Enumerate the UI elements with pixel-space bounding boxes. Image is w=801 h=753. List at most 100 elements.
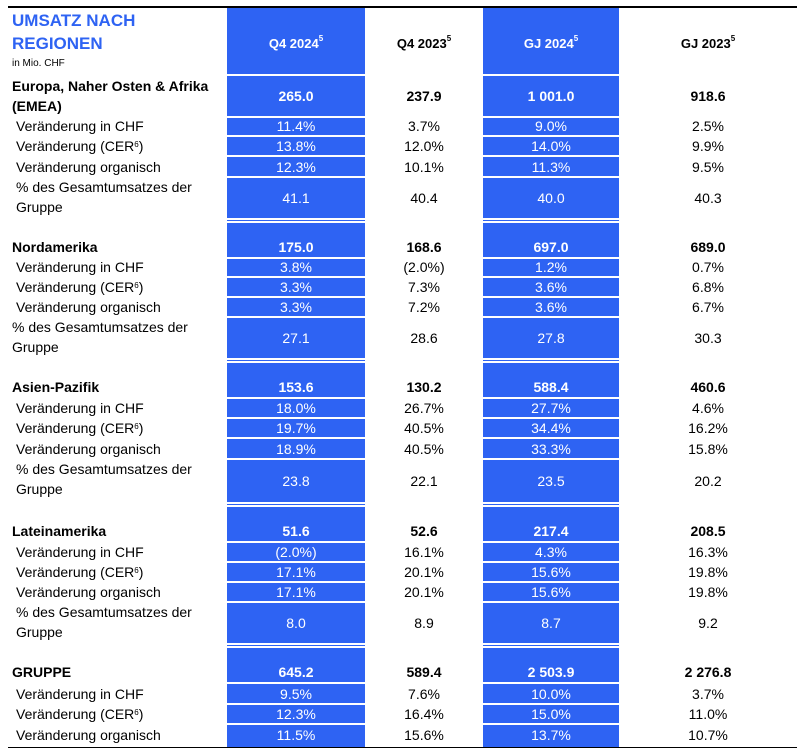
metric-label: Veränderung (CER6) xyxy=(16,138,144,154)
metric-value-cell: 14.0% xyxy=(531,138,571,154)
row-separator xyxy=(483,505,619,507)
region-total-cell: 1 001.0 xyxy=(527,88,575,104)
region-total-cell: 168.6 xyxy=(406,239,442,255)
metric-value-cell: 15.6% xyxy=(531,584,571,600)
metric-value-cell: 3.6% xyxy=(535,299,567,315)
metric-value-cell: 10.7% xyxy=(688,727,728,743)
metric-value-cell: 40.5% xyxy=(404,441,444,457)
metric-label: Veränderung in CHF xyxy=(16,118,144,134)
region-total-cell: 217.4 xyxy=(533,523,569,539)
metric-value-cell: 18.0% xyxy=(276,400,316,416)
row-separator xyxy=(227,135,365,137)
row-separator xyxy=(227,221,365,223)
metric-value-cell: 19.7% xyxy=(276,420,316,436)
row-separator xyxy=(227,74,365,76)
metric-value-cell: 3.6% xyxy=(535,279,567,295)
metric-value-cell: 40.3 xyxy=(694,190,722,206)
metric-label: % des Gesamtumsatzes der Gruppe xyxy=(16,179,192,215)
row-separator xyxy=(483,276,619,278)
row-separator xyxy=(227,502,365,504)
row-separator xyxy=(483,397,619,399)
row-separator xyxy=(227,176,365,178)
metric-value-cell: 22.1 xyxy=(410,473,438,489)
metric-value-cell: 28.6 xyxy=(410,330,438,346)
metric-label: Veränderung in CHF xyxy=(16,544,144,560)
row-separator xyxy=(227,458,365,460)
region-total-cell: 265.0 xyxy=(278,88,314,104)
row-separator xyxy=(483,581,619,583)
metric-value-cell: 11.4% xyxy=(276,118,316,134)
region-total-cell: 460.6 xyxy=(690,379,726,395)
metric-value-cell: 3.3% xyxy=(280,279,312,295)
row-separator xyxy=(227,218,365,220)
metric-label: Veränderung (CER6) xyxy=(16,279,144,295)
region-total-cell: 2 503.9 xyxy=(527,664,575,680)
metric-label: Veränderung in CHF xyxy=(16,259,144,275)
metric-value-cell: 3.8% xyxy=(280,259,312,275)
metric-label: Veränderung organisch xyxy=(16,727,161,743)
metric-label: Veränderung in CHF xyxy=(16,400,144,416)
metric-value-cell: 20.2 xyxy=(694,473,722,489)
highlight-column-q4-2024 xyxy=(227,8,365,748)
column-header-gj-2024: GJ 20245 xyxy=(523,34,579,51)
row-separator xyxy=(483,218,619,220)
row-separator xyxy=(227,361,365,363)
region-total-cell: 689.0 xyxy=(690,239,726,255)
metric-label: Veränderung organisch xyxy=(16,159,161,175)
metric-value-cell: 27.7% xyxy=(531,400,571,416)
row-separator xyxy=(227,358,365,360)
metric-value-cell: 10.0% xyxy=(531,686,571,702)
metric-value-cell: 15.0% xyxy=(531,706,571,722)
row-separator xyxy=(227,417,365,419)
region-total-cell: 2 276.8 xyxy=(684,664,732,680)
metric-value-cell: 13.8% xyxy=(276,138,316,154)
region-name: Lateinamerika xyxy=(12,523,107,539)
region-total-cell: 918.6 xyxy=(690,88,726,104)
metric-value-cell: 1.2% xyxy=(535,259,567,275)
metric-label: % des Gesamtumsatzes der Gruppe xyxy=(12,319,188,355)
unit-label: in Mio. CHF xyxy=(12,58,65,69)
row-separator xyxy=(483,541,619,543)
metric-label: Veränderung organisch xyxy=(16,441,161,457)
row-separator xyxy=(227,703,365,705)
row-separator xyxy=(227,257,365,259)
row-separator xyxy=(483,417,619,419)
metric-value-cell: 13.7% xyxy=(531,727,571,743)
metric-value-cell: 11.5% xyxy=(276,727,316,743)
metric-value-cell: 6.8% xyxy=(692,279,724,295)
metric-value-cell: 9.5% xyxy=(692,159,724,175)
row-separator xyxy=(227,397,365,399)
metric-value-cell: 20.1% xyxy=(404,584,444,600)
region-total-cell: 237.9 xyxy=(406,88,442,104)
metric-label: Veränderung organisch xyxy=(16,299,161,315)
metric-value-cell: 7.2% xyxy=(408,299,440,315)
metric-value-cell: 15.6% xyxy=(404,727,444,743)
row-separator xyxy=(227,643,365,645)
row-separator xyxy=(227,541,365,543)
row-separator xyxy=(227,116,365,118)
row-separator xyxy=(227,276,365,278)
row-separator xyxy=(483,682,619,684)
metric-value-cell: 3.7% xyxy=(692,686,724,702)
row-separator xyxy=(483,155,619,157)
metric-value-cell: (2.0%) xyxy=(275,544,317,560)
highlight-column-gj-2024 xyxy=(483,8,619,748)
row-separator xyxy=(483,646,619,648)
metric-value-cell: 16.4% xyxy=(404,706,444,722)
region-name: GRUPPE xyxy=(12,664,72,680)
column-header-gj-2023: GJ 20235 xyxy=(680,34,736,51)
metric-value-cell: 8.9 xyxy=(414,615,434,631)
row-separator xyxy=(483,723,619,725)
metric-value-cell: 7.6% xyxy=(408,686,440,702)
metric-label: Veränderung (CER6) xyxy=(16,420,144,436)
metric-value-cell: 9.2 xyxy=(698,615,718,631)
metric-value-cell: 41.1 xyxy=(282,190,310,206)
metric-value-cell: 2.5% xyxy=(692,118,724,134)
region-name: Asien-Pazifik xyxy=(12,379,100,395)
metric-value-cell: 34.4% xyxy=(531,420,571,436)
row-separator xyxy=(483,703,619,705)
row-separator xyxy=(227,682,365,684)
metric-value-cell: 9.0% xyxy=(535,118,567,134)
row-separator xyxy=(227,723,365,725)
row-separator xyxy=(227,437,365,439)
